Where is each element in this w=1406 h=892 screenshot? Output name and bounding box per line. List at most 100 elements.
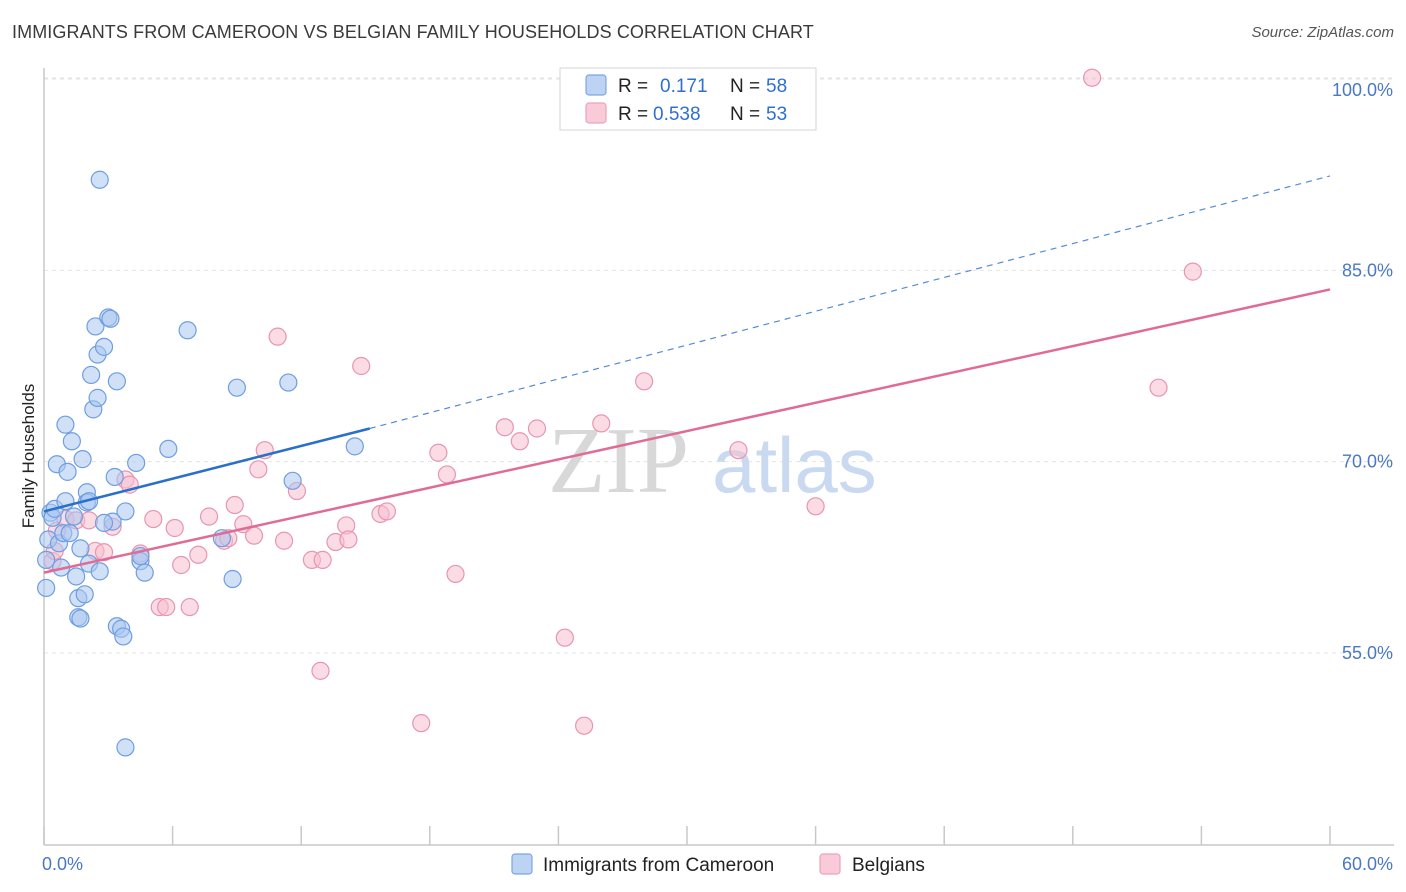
belgians-point-36 [352, 356, 371, 376]
cameroon-point-54 [279, 373, 298, 392]
cameroon-point-12 [58, 462, 77, 481]
belgians-point-15 [165, 518, 184, 538]
cameroon-point-33 [90, 170, 109, 189]
belgians-point-32 [313, 550, 332, 569]
legend-n-value-2: 53 [766, 104, 787, 125]
belgians-point-27 [268, 327, 287, 346]
legend-r-value-1: 0.171 [660, 76, 708, 97]
legend-swatch-blue [585, 74, 607, 96]
cameroon-point-27 [82, 365, 101, 385]
cameroon-point-44 [116, 738, 135, 757]
belgians-point-51 [806, 497, 825, 516]
belgians-point-7 [94, 543, 114, 562]
belgians-point-28 [274, 531, 294, 550]
belgians-point-19 [199, 507, 219, 526]
cameroon-point-56 [345, 437, 364, 456]
legend-r-value-2: 0.538 [653, 104, 701, 125]
belgians-trend-line [43, 288, 1331, 574]
cameroon-trend-dashed [369, 175, 1331, 430]
belgians-point-42 [446, 564, 465, 584]
legend: R = 0.171 N = 58 R = 0.538 N = 53 [559, 67, 817, 131]
legend-n-label-2: N = [730, 104, 760, 125]
chart-title: IMMIGRANTS FROM CAMEROON VS BELGIAN FAMI… [12, 22, 814, 42]
cameroon-point-31 [88, 388, 107, 407]
belgians-point-44 [510, 432, 529, 451]
cameroon-point-36 [101, 309, 120, 328]
cameroon-point-57 [94, 513, 114, 532]
cameroon-point-1 [37, 550, 56, 569]
bottom-legend-label-belgians: Belgians [852, 855, 925, 876]
belgians-point-53 [1149, 378, 1168, 397]
cameroon-point-45 [127, 453, 146, 473]
y-tick-labels: 55.0% 70.0% 85.0% 100.0% [1332, 80, 1393, 663]
belgians-point-47 [575, 716, 594, 735]
y-tick-label-55: 55.0% [1342, 643, 1393, 663]
cameroon-point-48 [135, 563, 154, 582]
y-tick-label-85: 85.0% [1342, 260, 1393, 280]
bottom-legend-swatch-blue [511, 853, 533, 875]
belgians-point-18 [189, 545, 208, 564]
cameroon-point-32 [90, 562, 109, 581]
cameroon-point-42 [114, 627, 133, 646]
belgians-points [43, 68, 1202, 735]
watermark-zip: ZIP [548, 409, 689, 513]
legend-r-label-2: R = [618, 104, 648, 125]
belgians-point-40 [429, 443, 448, 462]
axes [43, 68, 1394, 846]
belgians-point-54 [1183, 262, 1202, 281]
legend-n-label-1: N = [730, 76, 760, 97]
cameroon-point-52 [223, 569, 242, 589]
watermark: ZIP atlas [548, 409, 877, 513]
belgians-point-46 [555, 628, 574, 647]
cameroon-point-0 [37, 578, 56, 598]
cameroon-point-16 [67, 567, 86, 586]
chart-source: Source: ZipAtlas.com [1251, 24, 1394, 41]
cameroon-point-53 [227, 378, 246, 397]
grid-lines [44, 77, 1394, 654]
belgians-point-14 [157, 597, 176, 617]
cameroon-point-50 [178, 321, 197, 340]
belgians-point-22 [225, 495, 244, 515]
cameroon-point-43 [116, 502, 135, 521]
legend-swatch-pink [585, 102, 607, 124]
belgians-point-25 [249, 460, 268, 479]
cameroon-point-38 [105, 467, 124, 487]
bottom-legend-label-cameroon: Immigrants from Cameroon [543, 855, 774, 876]
x-tick-label-max: 60.0% [1342, 854, 1393, 874]
legend-n-value-1: 58 [766, 76, 787, 97]
x-ticks [43, 826, 1331, 845]
trend-lines [43, 175, 1331, 574]
cameroon-point-40 [107, 372, 126, 391]
belgians-point-52 [1082, 68, 1102, 87]
y-axis-label: Family Households [19, 384, 38, 529]
cameroon-point-19 [71, 609, 90, 628]
belgians-point-38 [377, 502, 397, 521]
belgians-point-31 [311, 661, 330, 680]
cameroon-trend-line [43, 427, 371, 513]
belgians-point-35 [339, 530, 358, 549]
cameroon-point-15 [64, 507, 84, 526]
belgians-point-17 [180, 597, 199, 617]
belgians-point-39 [412, 714, 431, 733]
cameroon-point-49 [159, 439, 178, 459]
x-tick-label-min: 0.0% [42, 854, 83, 874]
belgians-point-16 [172, 555, 191, 575]
belgians-point-45 [527, 419, 547, 438]
belgians-point-41 [437, 465, 457, 484]
belgians-point-43 [495, 418, 514, 437]
cameroon-point-22 [75, 585, 94, 604]
cameroon-point-29 [86, 317, 105, 336]
cameroon-point-20 [71, 539, 90, 558]
cameroon-point-13 [60, 523, 79, 543]
belgians-point-12 [144, 509, 163, 529]
belgians-point-24 [244, 526, 264, 545]
belgians-point-49 [635, 372, 654, 391]
cameroon-point-14 [62, 432, 81, 451]
belgians-point-5 [79, 511, 99, 530]
bottom-legend-swatch-pink [819, 853, 841, 875]
y-tick-label-70: 70.0% [1342, 452, 1393, 472]
bottom-legend: Immigrants from Cameroon Belgians [511, 853, 925, 876]
belgians-point-48 [592, 414, 611, 433]
cameroon-point-34 [94, 337, 114, 356]
